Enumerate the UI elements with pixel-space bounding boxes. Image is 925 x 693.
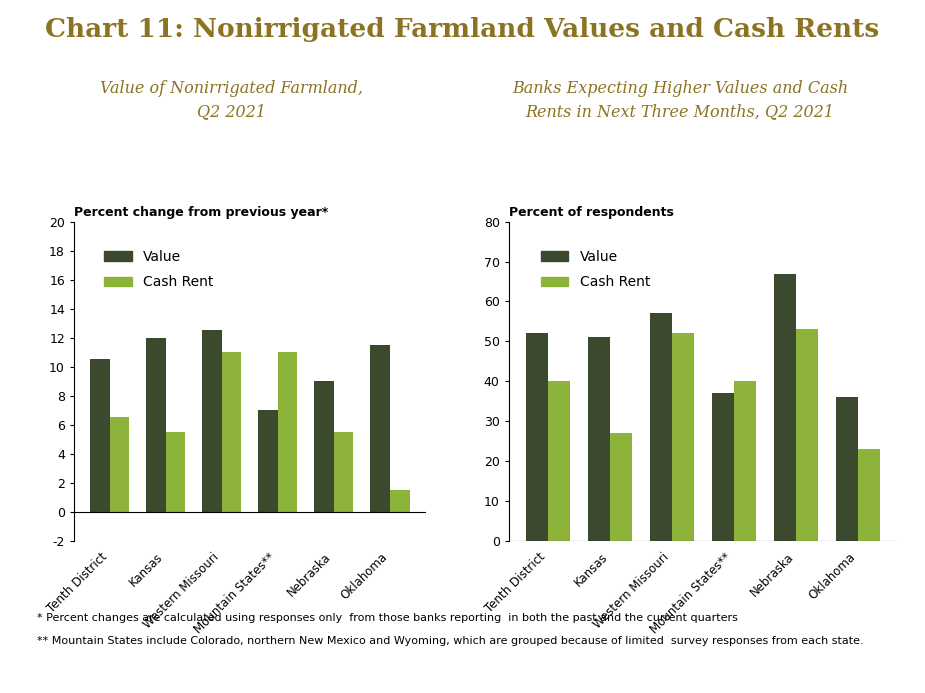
Bar xyxy=(672,333,694,541)
Bar xyxy=(588,337,610,541)
Bar xyxy=(734,381,756,541)
Bar xyxy=(258,410,278,511)
Bar xyxy=(146,337,166,511)
Bar xyxy=(109,417,130,511)
Bar xyxy=(278,352,298,511)
Text: Percent change from previous year*: Percent change from previous year* xyxy=(74,207,328,219)
Bar xyxy=(712,393,734,541)
Text: Percent of respondents: Percent of respondents xyxy=(509,207,673,219)
Bar xyxy=(857,449,880,541)
Legend: Value, Cash Rent: Value, Cash Rent xyxy=(536,245,656,295)
Bar xyxy=(90,360,109,511)
Text: Value of Nonirrigated Farmland,
Q2 2021: Value of Nonirrigated Farmland, Q2 2021 xyxy=(100,80,363,120)
Bar xyxy=(334,432,353,511)
Text: Chart 11: Nonirrigated Farmland Values and Cash Rents: Chart 11: Nonirrigated Farmland Values a… xyxy=(45,17,880,42)
Bar xyxy=(370,345,390,511)
Bar xyxy=(314,381,334,511)
Bar xyxy=(650,313,672,541)
Bar xyxy=(549,381,570,541)
Bar xyxy=(796,329,818,541)
Bar xyxy=(774,274,796,541)
Bar xyxy=(202,331,222,511)
Bar xyxy=(526,333,549,541)
Text: Banks Expecting Higher Values and Cash
Rents in Next Three Months, Q2 2021: Banks Expecting Higher Values and Cash R… xyxy=(512,80,848,120)
Bar xyxy=(222,352,241,511)
Bar xyxy=(610,433,632,541)
Text: * Percent changes are calculated using responses only  from those banks reportin: * Percent changes are calculated using r… xyxy=(37,613,738,623)
Bar xyxy=(390,490,410,511)
Bar xyxy=(166,432,185,511)
Legend: Value, Cash Rent: Value, Cash Rent xyxy=(99,245,219,295)
Bar xyxy=(836,397,857,541)
Text: ** Mountain States include Colorado, northern New Mexico and Wyoming, which are : ** Mountain States include Colorado, nor… xyxy=(37,636,864,646)
